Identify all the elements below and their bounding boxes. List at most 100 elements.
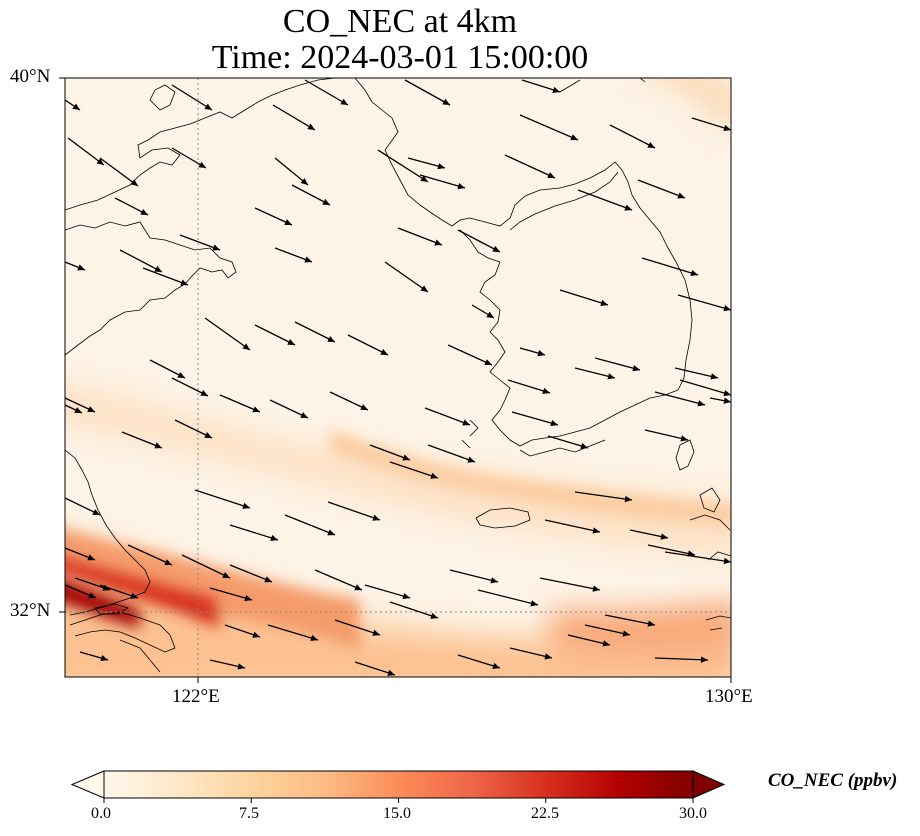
wind-vector bbox=[364, 584, 411, 600]
wind-vector bbox=[609, 124, 656, 149]
wind-vector bbox=[194, 489, 251, 509]
wind-vector bbox=[65, 99, 81, 111]
wind-vector bbox=[654, 656, 709, 663]
wind-vector bbox=[114, 197, 149, 216]
wind-vector bbox=[641, 257, 699, 277]
coast-kyushu-south bbox=[705, 615, 731, 631]
co-band-southeast bbox=[550, 601, 731, 658]
wind-vector bbox=[171, 147, 207, 169]
wind-vector bbox=[274, 247, 313, 263]
wind-vector bbox=[407, 157, 446, 170]
colorbar-gradient bbox=[104, 771, 693, 798]
x-tick-label-130: 130°E bbox=[705, 686, 753, 707]
wind-vector bbox=[404, 79, 451, 106]
wind-vector bbox=[574, 367, 616, 380]
wind-vector bbox=[119, 249, 163, 273]
wind-vector bbox=[291, 184, 331, 206]
gridlines bbox=[65, 78, 731, 677]
wind-vector bbox=[637, 179, 686, 199]
wind-vector bbox=[65, 397, 96, 413]
wind-vector bbox=[471, 304, 495, 319]
coast-north-korea-east-inner bbox=[509, 171, 619, 231]
wind-vector bbox=[229, 524, 279, 541]
concentration-field bbox=[65, 78, 731, 677]
wind-vector bbox=[65, 261, 86, 271]
wind-vector bbox=[544, 519, 601, 534]
wind-vector bbox=[594, 357, 641, 372]
wind-vector bbox=[171, 84, 213, 111]
wind-vector bbox=[254, 207, 293, 226]
wind-vector bbox=[354, 661, 396, 676]
wind-vector bbox=[329, 391, 369, 411]
coast-north-korea bbox=[354, 78, 693, 391]
wind-vector bbox=[519, 347, 546, 357]
wind-vector bbox=[65, 497, 101, 516]
coast-east-china bbox=[65, 449, 151, 616]
colorbar-ticks bbox=[103, 798, 694, 803]
wind-vector bbox=[127, 544, 173, 566]
wind-vector bbox=[674, 367, 719, 380]
wind-vector bbox=[457, 654, 501, 669]
wind-vector bbox=[679, 379, 731, 397]
wind-vector bbox=[67, 137, 105, 166]
co-band-north-core bbox=[330, 430, 731, 525]
wind-vector bbox=[424, 407, 471, 426]
map-frame bbox=[64, 77, 732, 678]
wind-vector bbox=[539, 577, 601, 592]
wind-vector bbox=[304, 79, 349, 106]
wind-vector bbox=[389, 601, 439, 619]
coast-korea-south-islands bbox=[461, 419, 606, 457]
coast-jeju bbox=[475, 507, 531, 529]
wind-vector bbox=[664, 551, 731, 565]
wind-vector bbox=[229, 564, 273, 583]
wind-vector bbox=[294, 321, 336, 343]
wind-vector bbox=[171, 377, 209, 397]
colorbar-tick-label-7_5: 7.5 bbox=[239, 805, 259, 822]
wind-vector bbox=[254, 324, 296, 346]
wind-vector bbox=[99, 157, 139, 187]
wind-vector bbox=[477, 589, 539, 607]
wind-vector bbox=[327, 501, 381, 521]
coast-liaodong bbox=[65, 221, 237, 356]
map-panel[interactable] bbox=[40, 40, 740, 690]
wind-vector bbox=[121, 431, 163, 449]
wind-vector bbox=[204, 317, 251, 351]
wind-vector bbox=[65, 404, 83, 414]
wind-vector bbox=[209, 587, 253, 602]
wind-vector bbox=[654, 391, 706, 407]
co-band-northeast bbox=[657, 78, 731, 132]
y-tick-label-32: 32°N bbox=[10, 600, 51, 621]
wind-vector bbox=[507, 379, 551, 394]
wind-vector bbox=[604, 614, 656, 627]
map-title-line-2: Time: 2024-03-01 15:00:00 bbox=[211, 39, 589, 76]
wind-vector bbox=[377, 149, 429, 183]
coastlines bbox=[65, 78, 731, 673]
coast-korea-west bbox=[459, 229, 679, 447]
colorbar-tick-label-15: 15.0 bbox=[383, 805, 411, 822]
wind-vector bbox=[347, 334, 389, 356]
wind-vector bbox=[209, 659, 246, 670]
wind-vector bbox=[584, 624, 631, 637]
wind-vector bbox=[284, 514, 336, 536]
wind-vector bbox=[574, 491, 633, 503]
wind-vector bbox=[174, 419, 213, 439]
wind-vector bbox=[559, 289, 609, 306]
wind-vector bbox=[65, 547, 96, 561]
wind-vector bbox=[219, 394, 261, 413]
wind-vector bbox=[691, 117, 731, 131]
wind-vector bbox=[677, 294, 731, 312]
wind-vector bbox=[457, 229, 501, 253]
wind-vector bbox=[384, 261, 429, 293]
wind-vector bbox=[179, 234, 221, 251]
wind-vector bbox=[99, 584, 139, 599]
colorbar-tick-label-30: 30.0 bbox=[679, 805, 707, 822]
wind-vector bbox=[181, 554, 231, 579]
wind-vector bbox=[547, 435, 589, 450]
wind-vector bbox=[389, 461, 439, 479]
wind-vector bbox=[504, 154, 556, 179]
wind-vector bbox=[511, 411, 559, 427]
wind-vector bbox=[272, 104, 316, 131]
colorbar-tick-label-22_5: 22.5 bbox=[531, 805, 559, 822]
map-title-line-1: CO_NEC at 4km bbox=[282, 3, 518, 40]
